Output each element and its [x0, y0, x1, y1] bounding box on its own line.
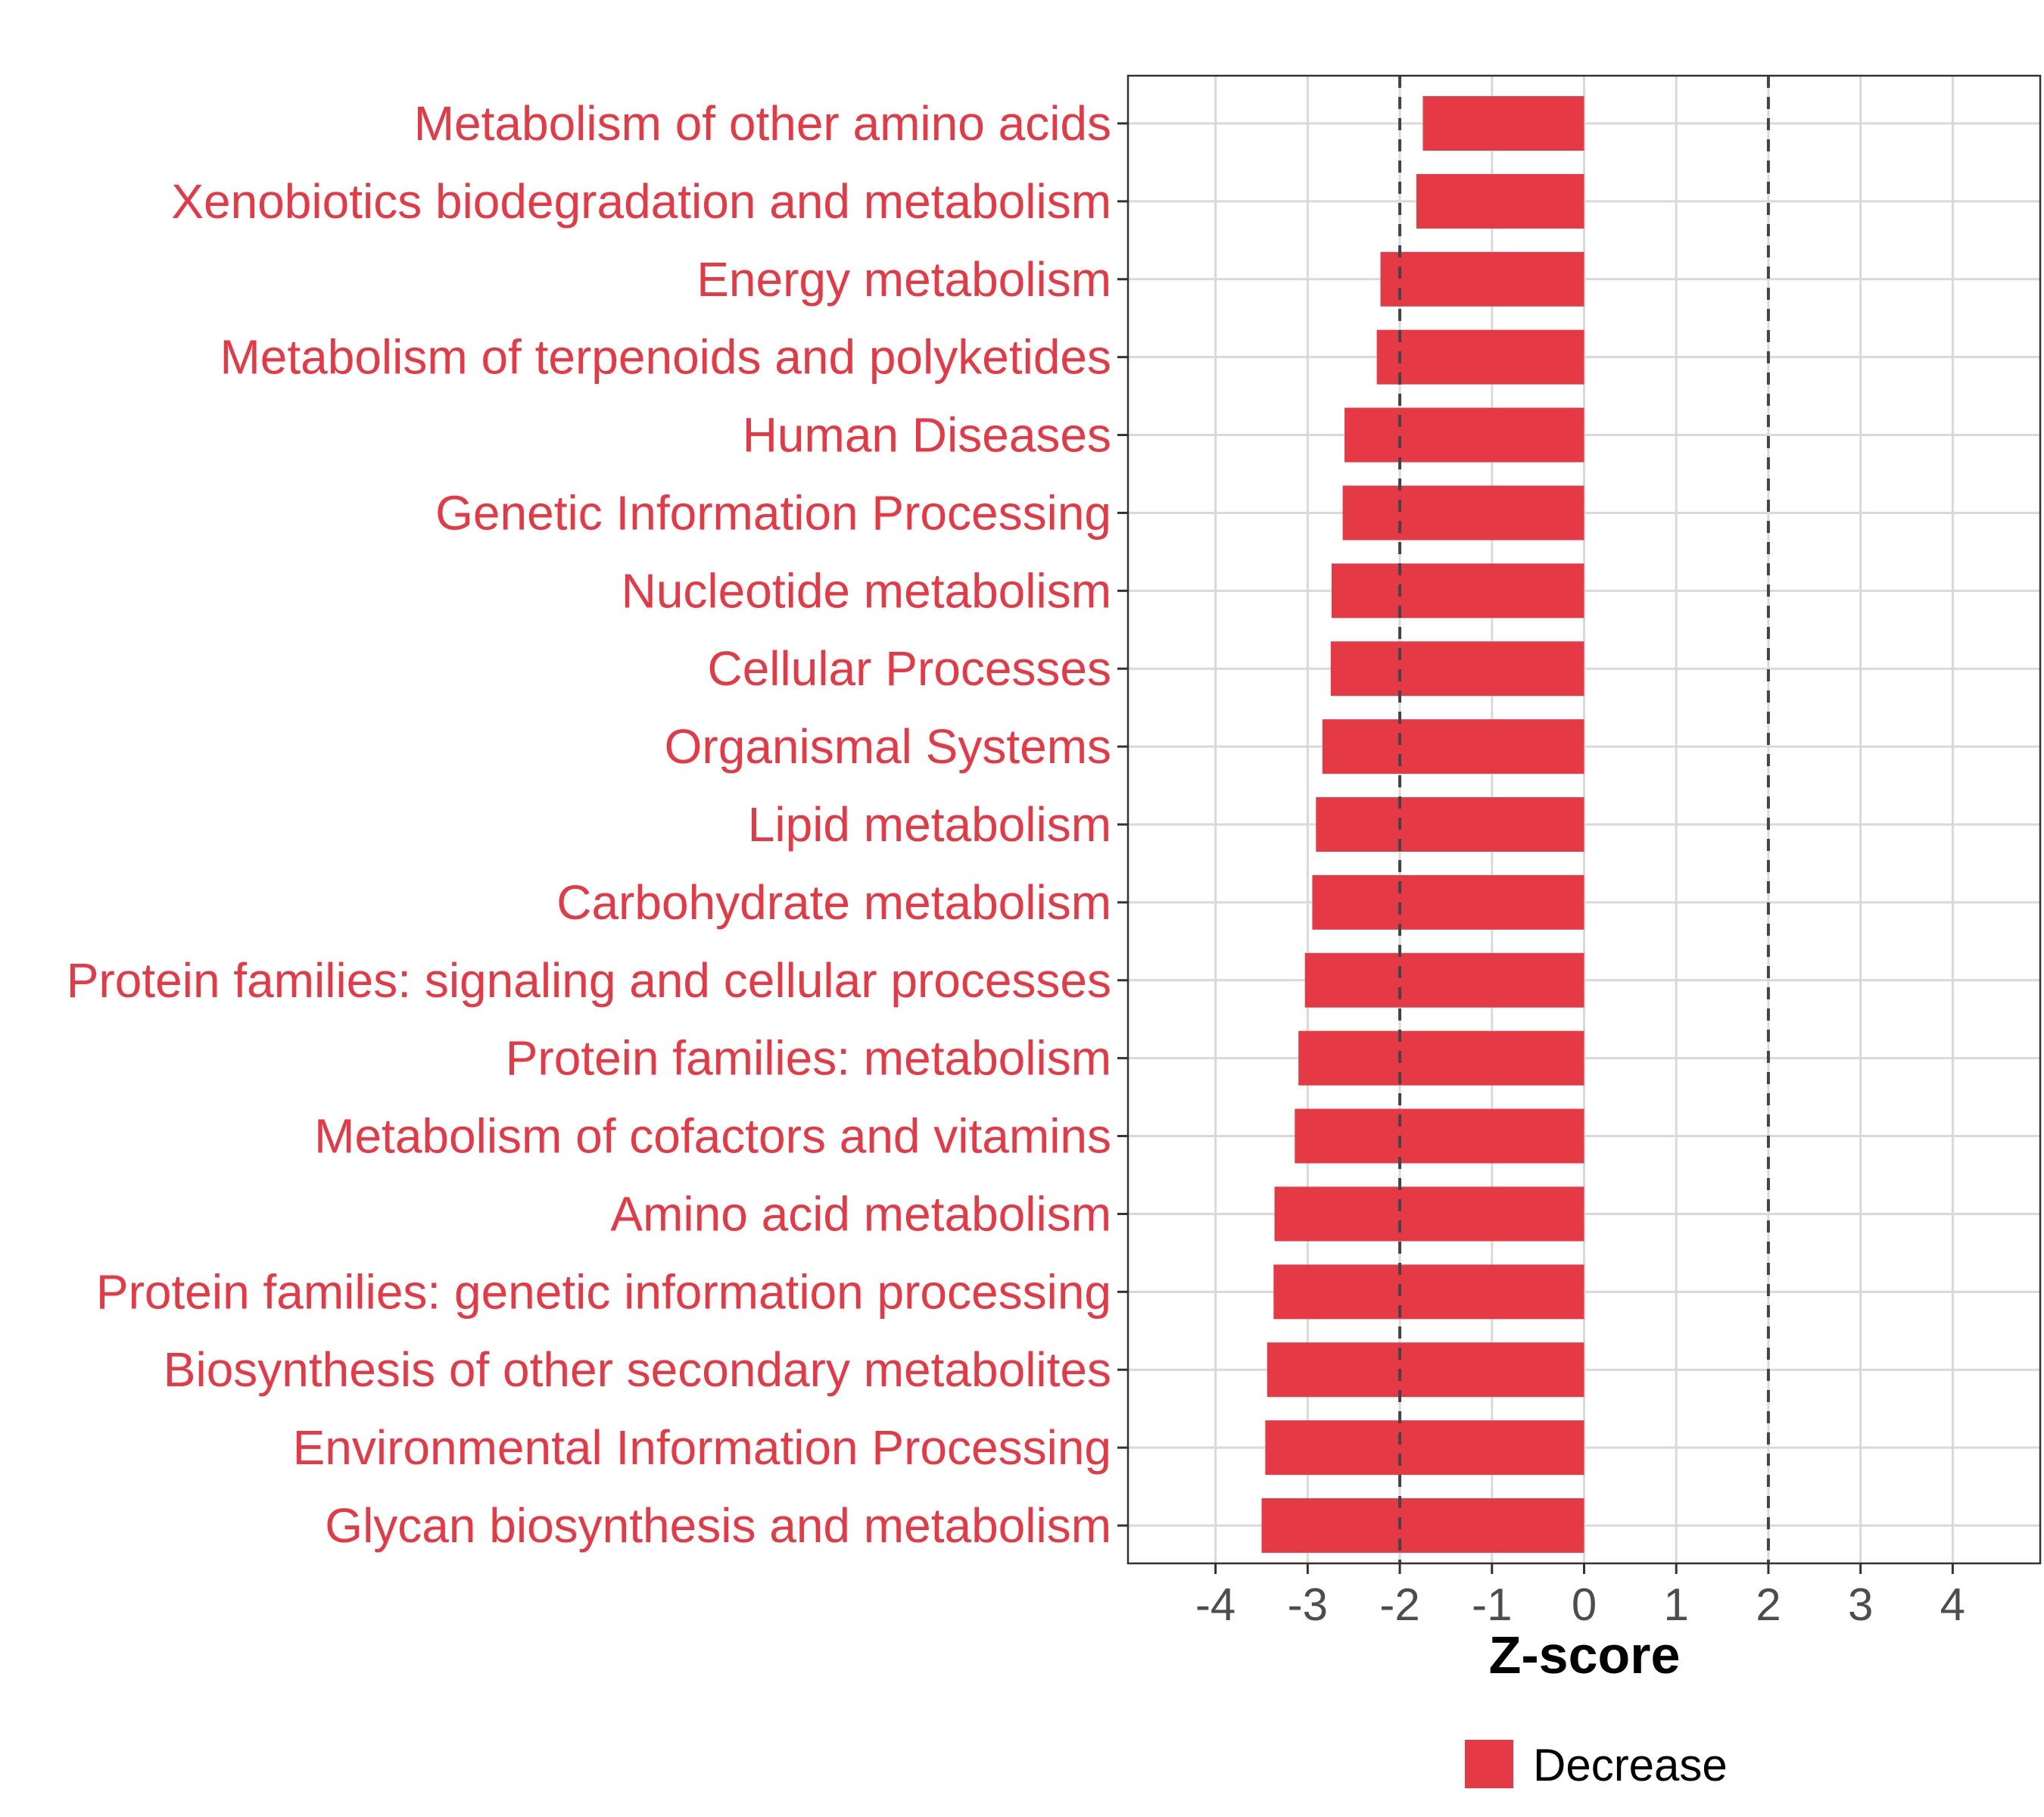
bar — [1416, 173, 1584, 229]
y-tick-label: Energy metabolism — [696, 252, 1111, 307]
y-tick-label: Xenobiotics biodegradation and metabolis… — [171, 174, 1111, 229]
legend-swatch-decrease — [1465, 1740, 1513, 1788]
bar — [1380, 251, 1584, 307]
y-tick-label: Nucleotide metabolism — [622, 563, 1111, 618]
bar — [1304, 952, 1584, 1008]
x-axis-title: Z-score — [1489, 1625, 1681, 1685]
x-axis-ticks: -4 -3 -2 -1 0 1 2 3 4 — [1195, 1563, 1965, 1630]
y-tick-label: Metabolism of cofactors and vitamins — [314, 1109, 1111, 1164]
y-tick-label: Protein families: signaling and cellular… — [67, 953, 1111, 1008]
y-tick-label: Protein families: metabolism — [506, 1031, 1111, 1086]
bar — [1330, 641, 1584, 697]
x-tick-label: 0 — [1572, 1579, 1597, 1630]
bar — [1312, 874, 1584, 930]
y-tick-label: Amino acid metabolism — [610, 1186, 1111, 1241]
bar — [1295, 1108, 1584, 1164]
legend: Decrease — [1465, 1740, 1728, 1791]
bar — [1342, 485, 1584, 541]
bars — [1261, 96, 1584, 1553]
bar — [1273, 1264, 1584, 1320]
bar — [1267, 1342, 1584, 1398]
bar — [1316, 797, 1584, 852]
y-tick-label: Environmental Information Processing — [293, 1420, 1111, 1475]
x-tick-label: -1 — [1472, 1579, 1512, 1630]
y-tick-label: Organismal Systems — [665, 719, 1111, 774]
bar — [1298, 1030, 1584, 1086]
bar — [1261, 1498, 1584, 1553]
x-tick-label: 3 — [1848, 1579, 1873, 1630]
bar — [1344, 407, 1584, 463]
x-tick-label: 4 — [1940, 1579, 1965, 1630]
x-tick-label: -3 — [1288, 1579, 1328, 1630]
y-tick-label: Protein families: genetic information pr… — [96, 1264, 1111, 1319]
y-axis-ticks: Metabolism of other amino acids Xenobioti… — [67, 96, 1128, 1553]
bar — [1331, 563, 1584, 619]
y-tick-label: Carbohydrate metabolism — [556, 875, 1111, 930]
y-tick-label: Biosynthesis of other secondary metaboli… — [164, 1342, 1111, 1397]
x-tick-label: -4 — [1195, 1579, 1235, 1630]
x-tick-label: 2 — [1756, 1579, 1781, 1630]
y-tick-label: Metabolism of other amino acids — [414, 96, 1111, 151]
bar — [1376, 329, 1584, 385]
y-tick-label: Glycan biosynthesis and metabolism — [325, 1498, 1111, 1553]
x-tick-label: 1 — [1664, 1579, 1689, 1630]
x-tick-label: -2 — [1379, 1579, 1419, 1630]
y-tick-label: Lipid metabolism — [748, 797, 1111, 852]
reference-lines — [1398, 76, 1770, 1563]
bar — [1265, 1420, 1584, 1476]
bar — [1322, 719, 1584, 774]
legend-label-decrease: Decrease — [1533, 1740, 1728, 1791]
bar — [1274, 1186, 1584, 1242]
y-tick-label: Human Diseases — [743, 408, 1111, 463]
y-tick-label: Genetic Information Processing — [435, 485, 1111, 540]
y-tick-label: Metabolism of terpenoids and polyketides — [220, 330, 1111, 385]
bar — [1422, 96, 1584, 151]
y-tick-label: Cellular Processes — [707, 641, 1111, 696]
